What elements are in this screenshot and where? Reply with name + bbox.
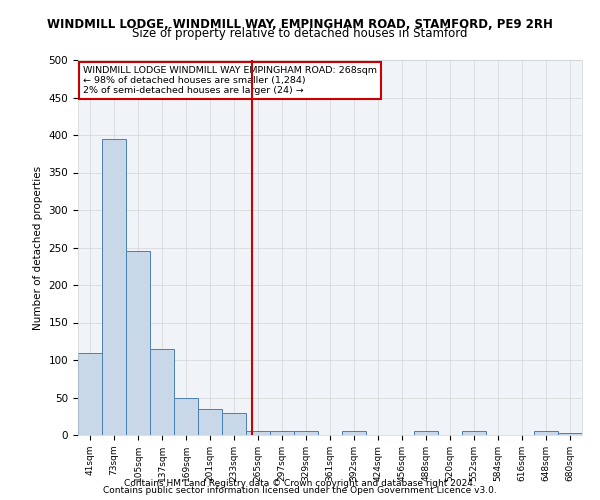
Bar [150,349,174,435]
Bar [414,431,438,435]
Bar [198,409,222,435]
Text: WINDMILL LODGE WINDMILL WAY EMPINGHAM ROAD: 268sqm
← 98% of detached houses are : WINDMILL LODGE WINDMILL WAY EMPINGHAM RO… [83,66,377,96]
Text: Contains HM Land Registry data © Crown copyright and database right 2024.: Contains HM Land Registry data © Crown c… [124,478,476,488]
Bar [102,138,126,435]
Bar [342,431,366,435]
Bar [534,431,558,435]
Bar [174,398,198,435]
Bar [270,431,294,435]
Text: Contains public sector information licensed under the Open Government Licence v3: Contains public sector information licen… [103,486,497,495]
Bar [462,431,486,435]
Bar [126,251,150,435]
Text: Size of property relative to detached houses in Stamford: Size of property relative to detached ho… [132,28,468,40]
Text: WINDMILL LODGE, WINDMILL WAY, EMPINGHAM ROAD, STAMFORD, PE9 2RH: WINDMILL LODGE, WINDMILL WAY, EMPINGHAM … [47,18,553,30]
Bar [294,431,318,435]
Bar [246,431,270,435]
Bar [558,432,582,435]
Y-axis label: Number of detached properties: Number of detached properties [33,166,43,330]
Bar [78,352,102,435]
Bar [222,412,246,435]
